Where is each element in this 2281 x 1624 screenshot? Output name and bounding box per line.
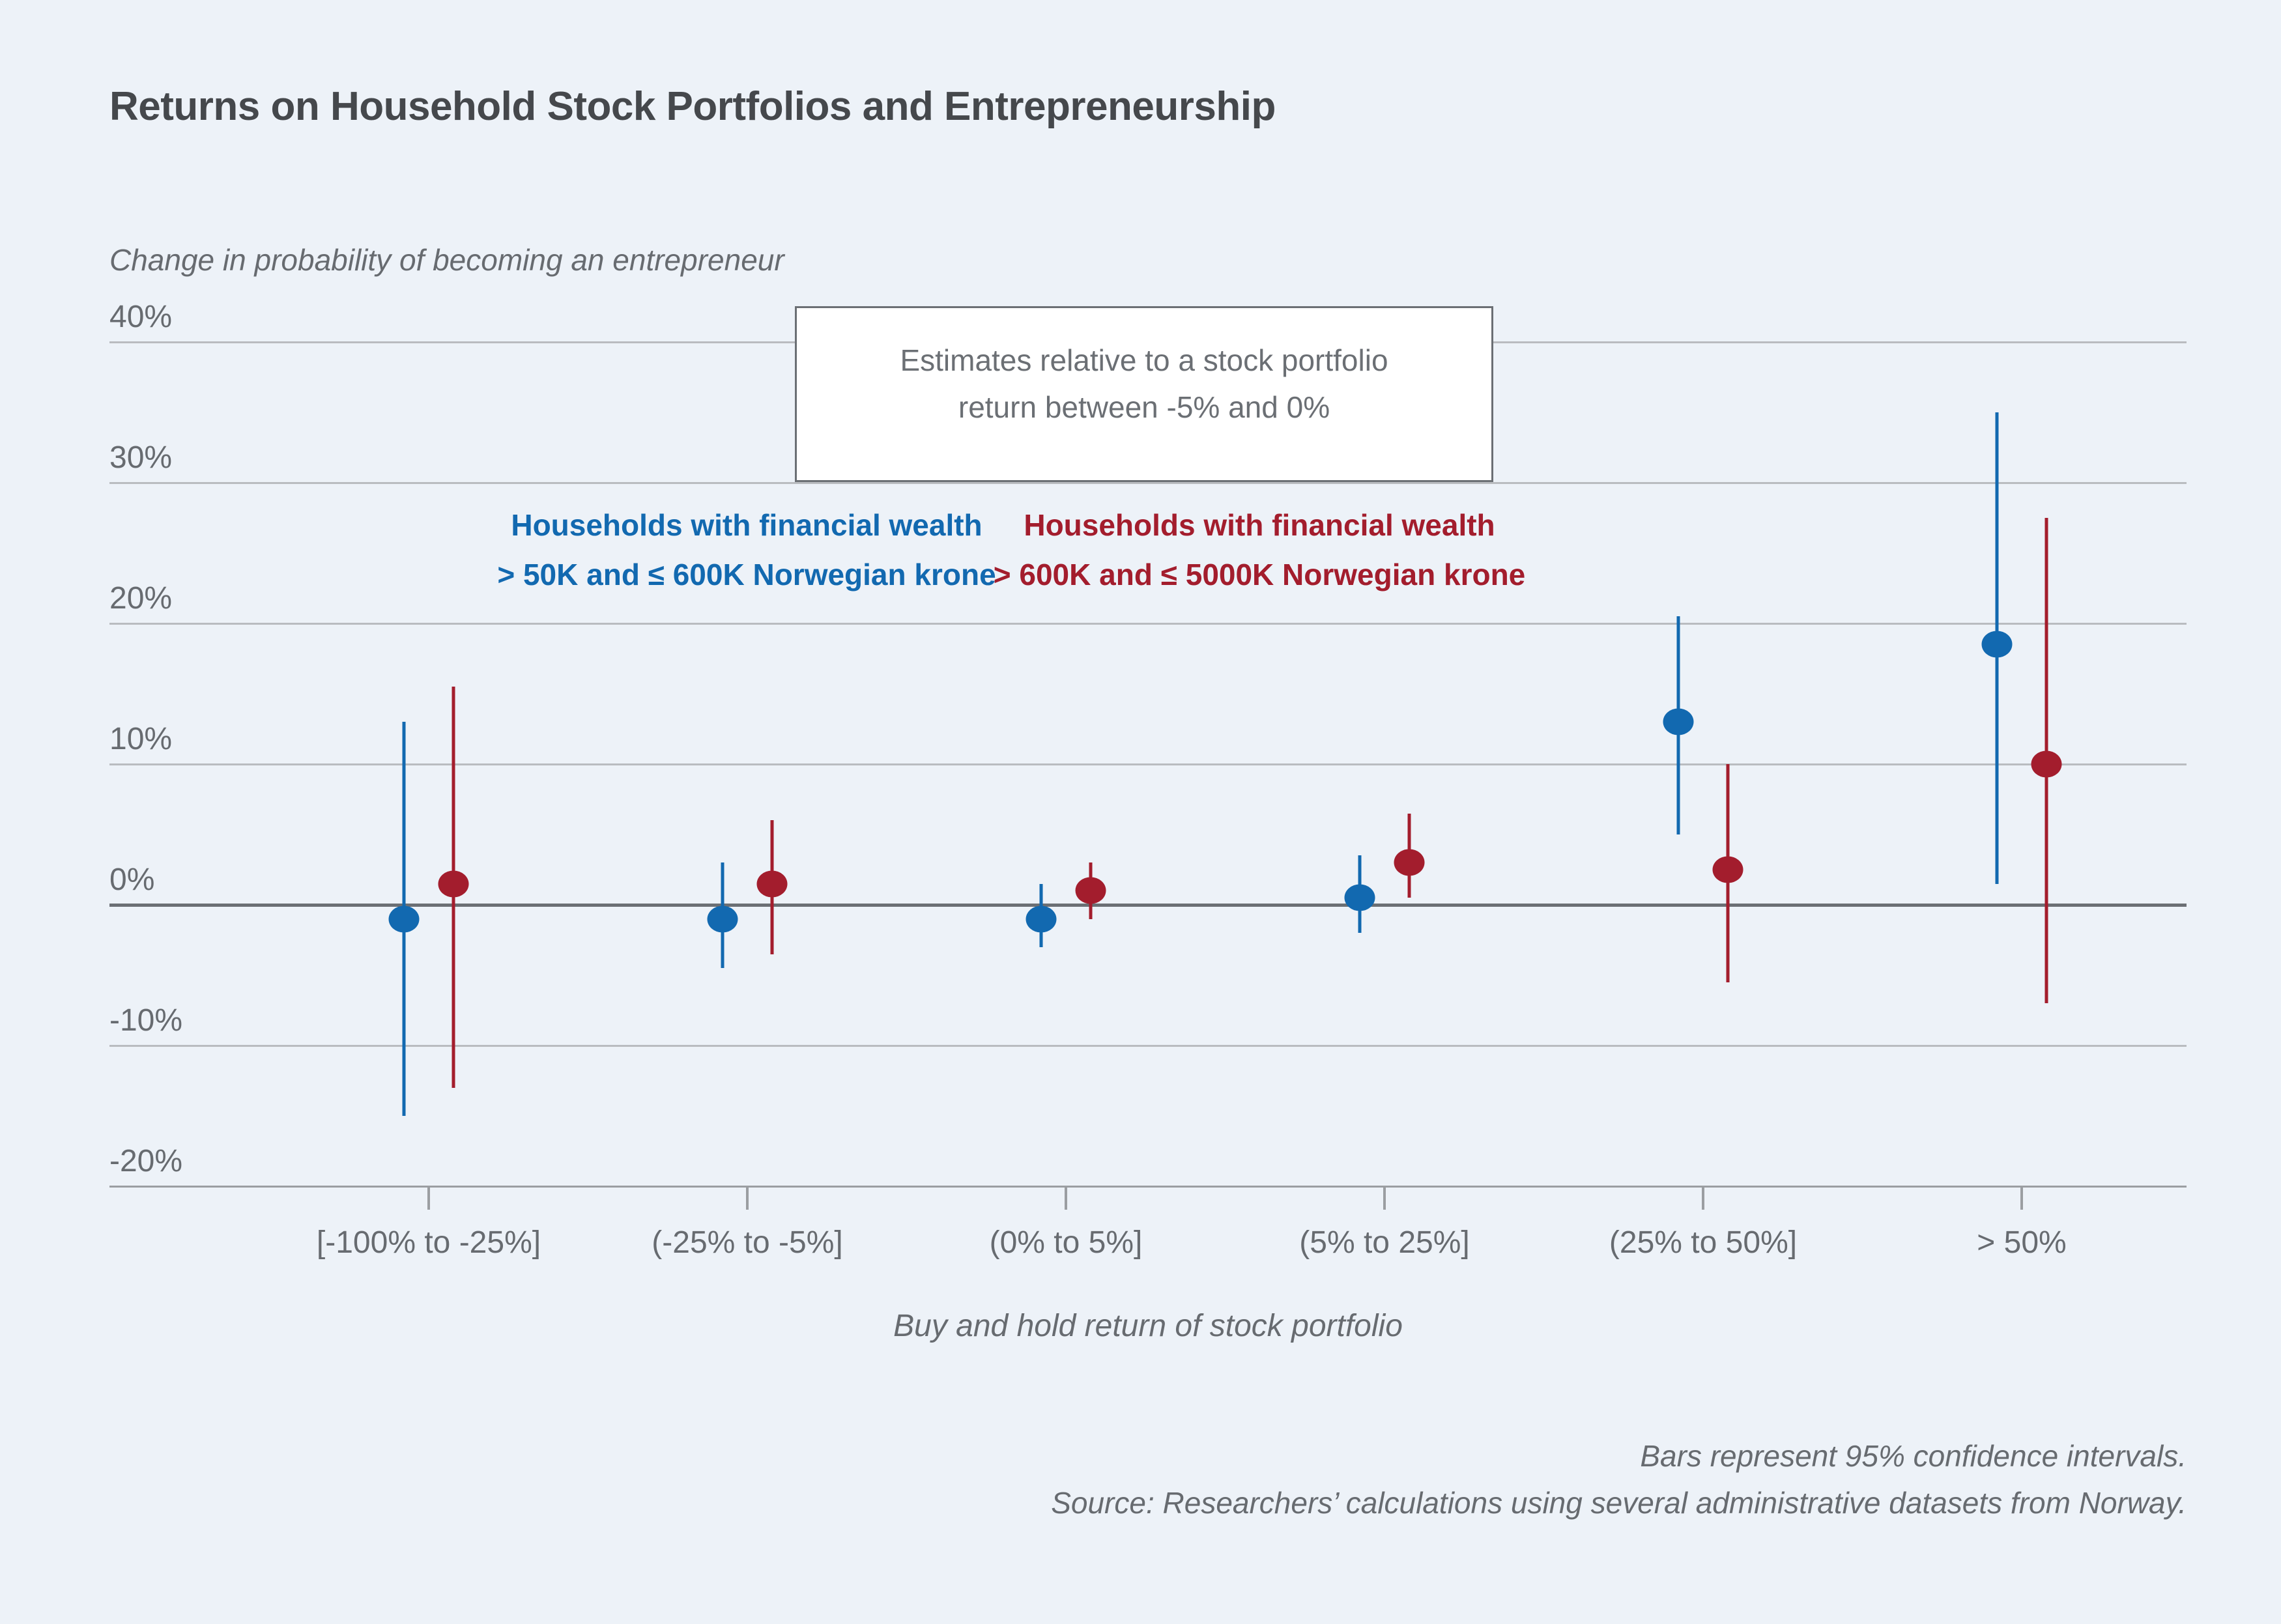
y-tick-label: -10% bbox=[109, 1003, 183, 1038]
point-estimate-blue bbox=[1344, 884, 1375, 911]
point-estimate-red bbox=[1394, 849, 1425, 876]
x-tick-label: (-25% to -5%] bbox=[652, 1225, 843, 1260]
legend-red-line-1: Households with financial wealth bbox=[1024, 508, 1495, 542]
x-tick-mark bbox=[1065, 1186, 1067, 1210]
x-axis-title: Buy and hold return of stock portfolio bbox=[893, 1309, 1403, 1343]
gridline bbox=[109, 482, 2187, 484]
x-tick-mark bbox=[1383, 1186, 1386, 1210]
point-estimate-red bbox=[1075, 877, 1106, 904]
legend-blue-line-1: Households with financial wealth bbox=[511, 508, 983, 542]
y-tick-label: 0% bbox=[109, 862, 155, 897]
chart-title: Returns on Household Stock Portfolios an… bbox=[109, 84, 1276, 129]
x-tick-label: (0% to 5%] bbox=[989, 1225, 1143, 1260]
point-estimate-blue bbox=[1026, 905, 1057, 933]
y-tick-label: 20% bbox=[109, 581, 173, 616]
x-tick-label: (25% to 50%] bbox=[1609, 1225, 1798, 1260]
footnote-ci: Bars represent 95% confidence intervals. bbox=[1640, 1439, 2187, 1473]
y-tick-label: 40% bbox=[109, 300, 173, 334]
annotation-box: Estimates relative to a stock portfolio … bbox=[795, 306, 1493, 482]
x-tick-mark bbox=[746, 1186, 749, 1210]
annotation-line-1: Estimates relative to a stock portfolio bbox=[900, 343, 1388, 377]
point-estimate-blue bbox=[707, 905, 738, 933]
zero-reference-line bbox=[109, 904, 2187, 907]
y-axis-title: Change in probability of becoming an ent… bbox=[109, 243, 784, 277]
legend-red-line-2: > 600K and ≤ 5000K Norwegian krone bbox=[993, 558, 1526, 591]
point-estimate-blue bbox=[1981, 631, 2013, 658]
x-tick-mark bbox=[1702, 1186, 1704, 1210]
y-tick-label: -20% bbox=[109, 1144, 183, 1178]
footnote-source: Source: Researchers’ calculations using … bbox=[1051, 1486, 2187, 1520]
gridline bbox=[109, 763, 2187, 765]
x-tick-label: > 50% bbox=[1977, 1225, 2067, 1260]
point-estimate-red bbox=[2031, 750, 2062, 778]
x-tick-label: (5% to 25%] bbox=[1299, 1225, 1470, 1260]
x-tick-mark bbox=[427, 1186, 430, 1210]
x-axis-line bbox=[109, 1186, 2187, 1188]
legend-blue-series: Households with financial wealth > 50K a… bbox=[440, 500, 1053, 599]
gridline bbox=[109, 623, 2187, 625]
x-tick-label: [-100% to -25%] bbox=[316, 1225, 541, 1260]
y-tick-label: 10% bbox=[109, 722, 173, 756]
legend-red-series: Households with financial wealth > 600K … bbox=[953, 500, 1566, 599]
annotation-line-2: return between -5% and 0% bbox=[958, 390, 1330, 424]
point-estimate-blue bbox=[1663, 708, 1694, 735]
x-tick-mark bbox=[2020, 1186, 2023, 1210]
point-estimate-red bbox=[756, 870, 788, 898]
point-estimate-red bbox=[1712, 856, 1743, 883]
y-tick-label: 30% bbox=[109, 440, 173, 475]
point-estimate-red bbox=[438, 870, 469, 898]
gridline bbox=[109, 1045, 2187, 1047]
point-estimate-blue bbox=[388, 905, 420, 933]
legend-blue-line-2: > 50K and ≤ 600K Norwegian krone bbox=[497, 558, 996, 591]
